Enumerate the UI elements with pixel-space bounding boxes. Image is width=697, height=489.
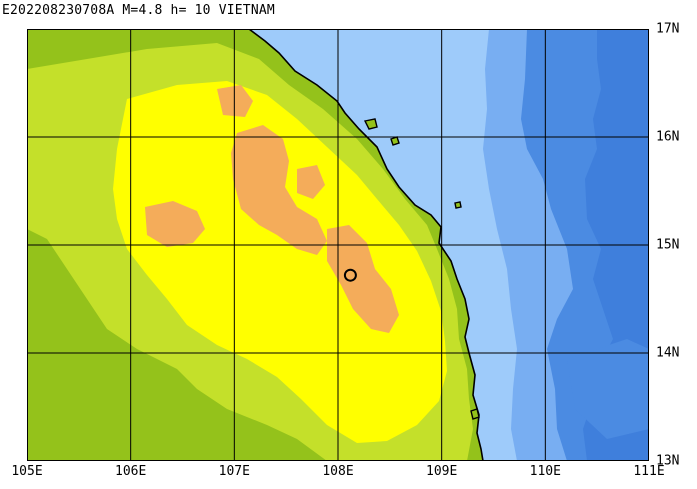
land-peak-4 — [217, 85, 253, 117]
land-peak-5 — [297, 165, 325, 199]
map-panel — [27, 29, 649, 461]
lat-label-15n: 15N — [656, 237, 680, 253]
land-peak-1 — [231, 125, 327, 255]
land-peak-3 — [327, 225, 399, 333]
topography-map — [27, 29, 649, 461]
lat-label-14n: 14N — [656, 345, 680, 361]
land-peak-2 — [145, 201, 205, 247]
lon-label-111e: 111E — [633, 464, 665, 479]
lon-label-109e: 109E — [426, 464, 458, 479]
lat-label-16n: 16N — [656, 129, 680, 145]
island — [390, 136, 400, 146]
lat-label-17n: 17N — [656, 21, 680, 37]
lon-label-105e: 105E — [11, 464, 43, 479]
lon-label-107e: 107E — [218, 464, 250, 479]
lon-label-106e: 106E — [115, 464, 147, 479]
coastline — [248, 29, 484, 461]
island — [363, 118, 378, 130]
map-frame — [27, 29, 649, 461]
epicenter-marker — [343, 268, 357, 282]
island — [470, 408, 480, 420]
map-title: E202208230708A M=4.8 h= 10 VIETNAM — [2, 3, 275, 18]
island — [454, 201, 462, 209]
graticule — [27, 29, 649, 461]
lat-label-13n: 13N — [656, 453, 680, 469]
sea-deep-patch — [567, 339, 649, 439]
lon-label-108e: 108E — [322, 464, 354, 479]
lon-label-110e: 110E — [529, 464, 561, 479]
